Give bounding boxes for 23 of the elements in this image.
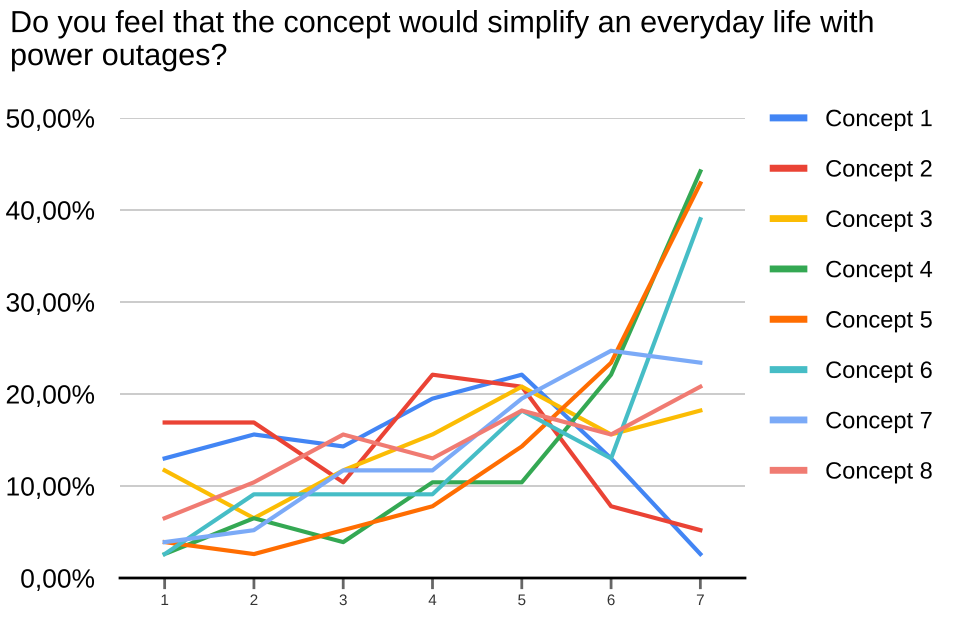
legend-label: Concept 5 [826,311,932,332]
x-tick-label: 4 [428,594,436,606]
legend-label: Concept 7 [826,412,932,434]
x-tick-label: 7 [696,594,704,606]
y-tick-label: 0,00% [21,569,94,591]
y-tick-label: 40,00% [6,201,94,223]
y-tick-label: 30,00% [6,293,94,315]
chart-title: Do you feel that the concept would simplify an everyday life with power outages? [12,10,873,72]
legend-label: Concept 4 [826,260,932,282]
legend-label: Concept 3 [826,210,932,232]
legend-label: Concept 1 [826,110,932,132]
legend-label: Concept 8 [826,462,932,484]
x-tick-label: 3 [340,594,347,606]
y-tick-label: 50,00% [6,109,94,131]
line-series [162,348,702,544]
x-tick-label: 6 [608,594,615,606]
x-tick-label: 5 [518,594,526,606]
y-tick-label: 10,00% [8,477,94,499]
legend-label: Concept 2 [826,160,932,182]
y-tick-label: 20,00% [6,385,94,407]
x-tick-label: 1 [162,594,168,606]
x-tick-label: 2 [250,594,258,606]
legend-label: Concept 6 [826,361,932,383]
